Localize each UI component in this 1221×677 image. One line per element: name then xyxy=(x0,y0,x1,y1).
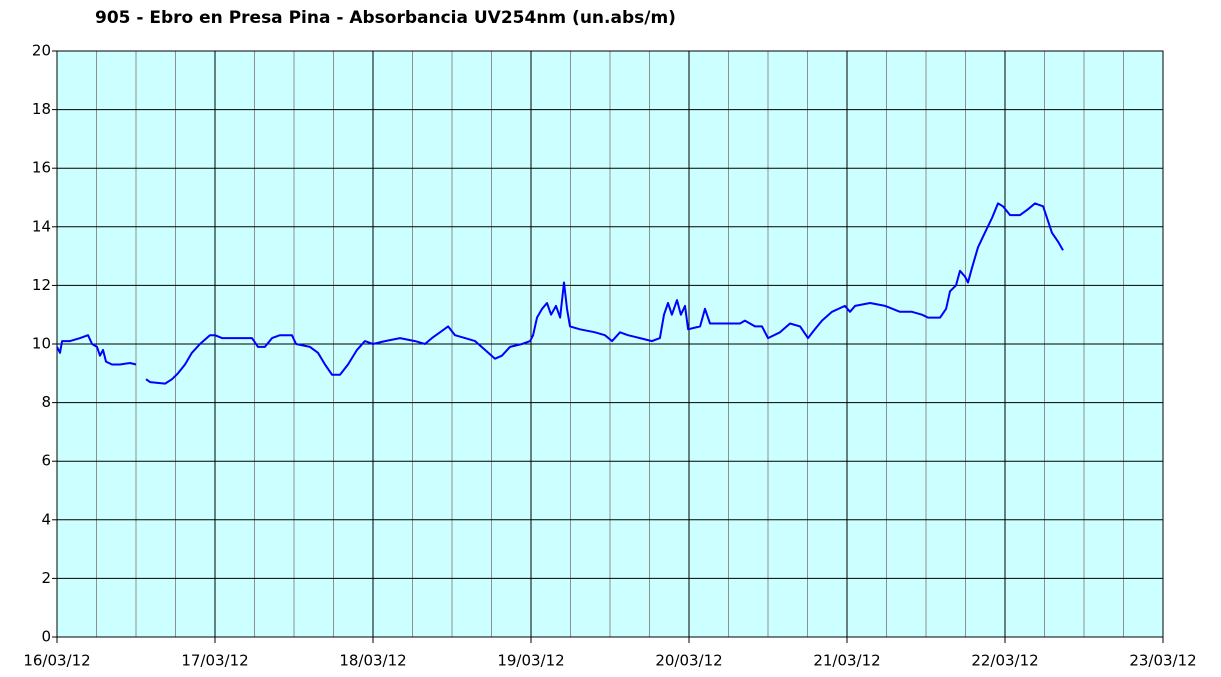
y-tick-label: 14 xyxy=(32,217,51,235)
chart-title: 905 - Ebro en Presa Pina - Absorbancia U… xyxy=(95,8,676,28)
x-tick-label: 18/03/12 xyxy=(339,652,406,670)
y-tick-label: 18 xyxy=(32,100,51,118)
x-tick-label: 22/03/12 xyxy=(971,652,1038,670)
x-tick-label: 23/03/12 xyxy=(1129,652,1196,670)
y-tick-label: 2 xyxy=(41,569,51,587)
y-tick-label: 6 xyxy=(41,452,51,470)
data-line xyxy=(56,202,1064,385)
x-tick-label: 21/03/12 xyxy=(813,652,880,670)
y-tick-label: 20 xyxy=(32,42,51,60)
x-tick-label: 16/03/12 xyxy=(23,652,90,670)
x-tick-label: 17/03/12 xyxy=(181,652,248,670)
y-tick-label: 8 xyxy=(41,393,51,411)
y-tick-label: 10 xyxy=(32,335,51,353)
x-tick-label: 20/03/12 xyxy=(655,652,722,670)
x-tick-label: 19/03/12 xyxy=(497,652,564,670)
y-tick-label: 16 xyxy=(32,159,51,177)
y-tick-label: 0 xyxy=(41,628,51,646)
y-tick-label: 4 xyxy=(41,510,51,528)
plot-border xyxy=(56,50,1164,638)
y-tick-label: 12 xyxy=(32,276,51,294)
